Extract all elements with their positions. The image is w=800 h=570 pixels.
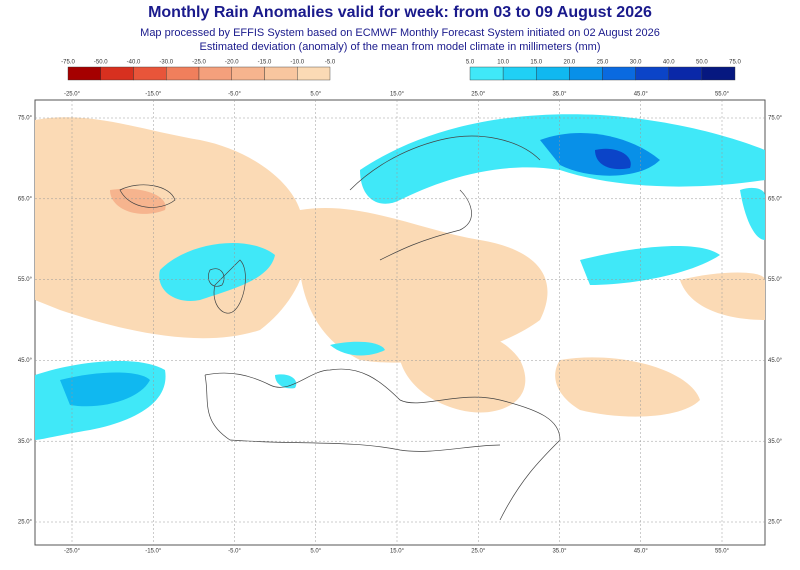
legend-swatch [668,66,703,81]
legend-label: 10.0 [497,60,509,66]
legend-label: 50.0 [696,60,708,66]
legend-label: 15.0 [530,60,542,66]
legend-swatch [100,66,134,81]
legend-label: -20.0 [225,60,239,66]
longitude-label: 15.0° [390,549,405,555]
legend-label: -30.0 [159,60,173,66]
longitude-label: 45.0° [634,549,649,555]
longitude-label: 45.0° [634,92,649,98]
longitude-label: 35.0° [552,92,567,98]
legend-label: 5.0 [466,60,475,66]
legend-label: -25.0 [192,60,206,66]
legend-label: 30.0 [630,60,642,66]
longitude-label: -25.0° [64,549,81,555]
longitude-label: 55.0° [715,549,730,555]
latitude-label: 65.0° [768,196,783,202]
legend-swatch [701,66,736,81]
legend-swatch [166,66,200,81]
legend-label: 75.0 [729,60,741,66]
latitude-label: 45.0° [768,358,783,364]
latitude-label: 25.0° [768,520,783,526]
longitude-label: 5.0° [310,92,321,98]
legend-label: -5.0 [325,60,336,66]
legend-swatch [231,66,265,81]
legend-label: 40.0 [663,60,675,66]
longitude-label: 55.0° [715,92,730,98]
legend-swatch [635,66,669,81]
longitude-label: 25.0° [471,92,486,98]
longitude-label: 5.0° [310,549,321,555]
longitude-label: -15.0° [145,549,162,555]
latitude-label: 35.0° [18,439,33,445]
legend-swatch [469,66,504,81]
latitude-label: 65.0° [18,196,33,202]
latitude-label: 35.0° [768,439,783,445]
subtitle: Estimated deviation (anomaly) of the mea… [199,41,600,53]
legend-label: -50.0 [94,60,108,66]
legend-swatch [264,66,298,81]
longitude-label: 25.0° [471,549,486,555]
longitude-label: -15.0° [145,92,162,98]
longitude-label: -5.0° [228,549,241,555]
latitude-label: 55.0° [18,277,33,283]
legend-label: -10.0 [290,60,304,66]
legend-label: 25.0 [597,60,609,66]
map [34,99,766,546]
legend-swatch [502,66,537,81]
legend-swatch [602,66,636,81]
latitude-label: 55.0° [768,277,783,283]
legend-label: -15.0 [258,60,272,66]
legend-swatch [569,66,603,81]
legend-label: 20.0 [564,60,576,66]
title: Monthly Rain Anomalies valid for week: f… [148,4,652,21]
longitude-label: -25.0° [64,92,81,98]
longitude-label: -5.0° [228,92,241,98]
subtitle: Map processed by EFFIS System based on E… [140,27,660,39]
latitude-label: 25.0° [18,520,33,526]
longitude-label: 15.0° [390,92,405,98]
legend-label: -40.0 [127,60,141,66]
legend-swatch [198,66,232,81]
longitude-label: 35.0° [552,549,567,555]
legend-swatch [297,66,331,81]
legend-label: -75.0 [61,60,75,66]
latitude-label: 75.0° [18,116,33,122]
legend-swatch [133,66,167,81]
legend-swatch [67,66,101,81]
latitude-label: 45.0° [18,358,33,364]
legend-swatch [536,66,570,81]
latitude-label: 75.0° [768,116,783,122]
